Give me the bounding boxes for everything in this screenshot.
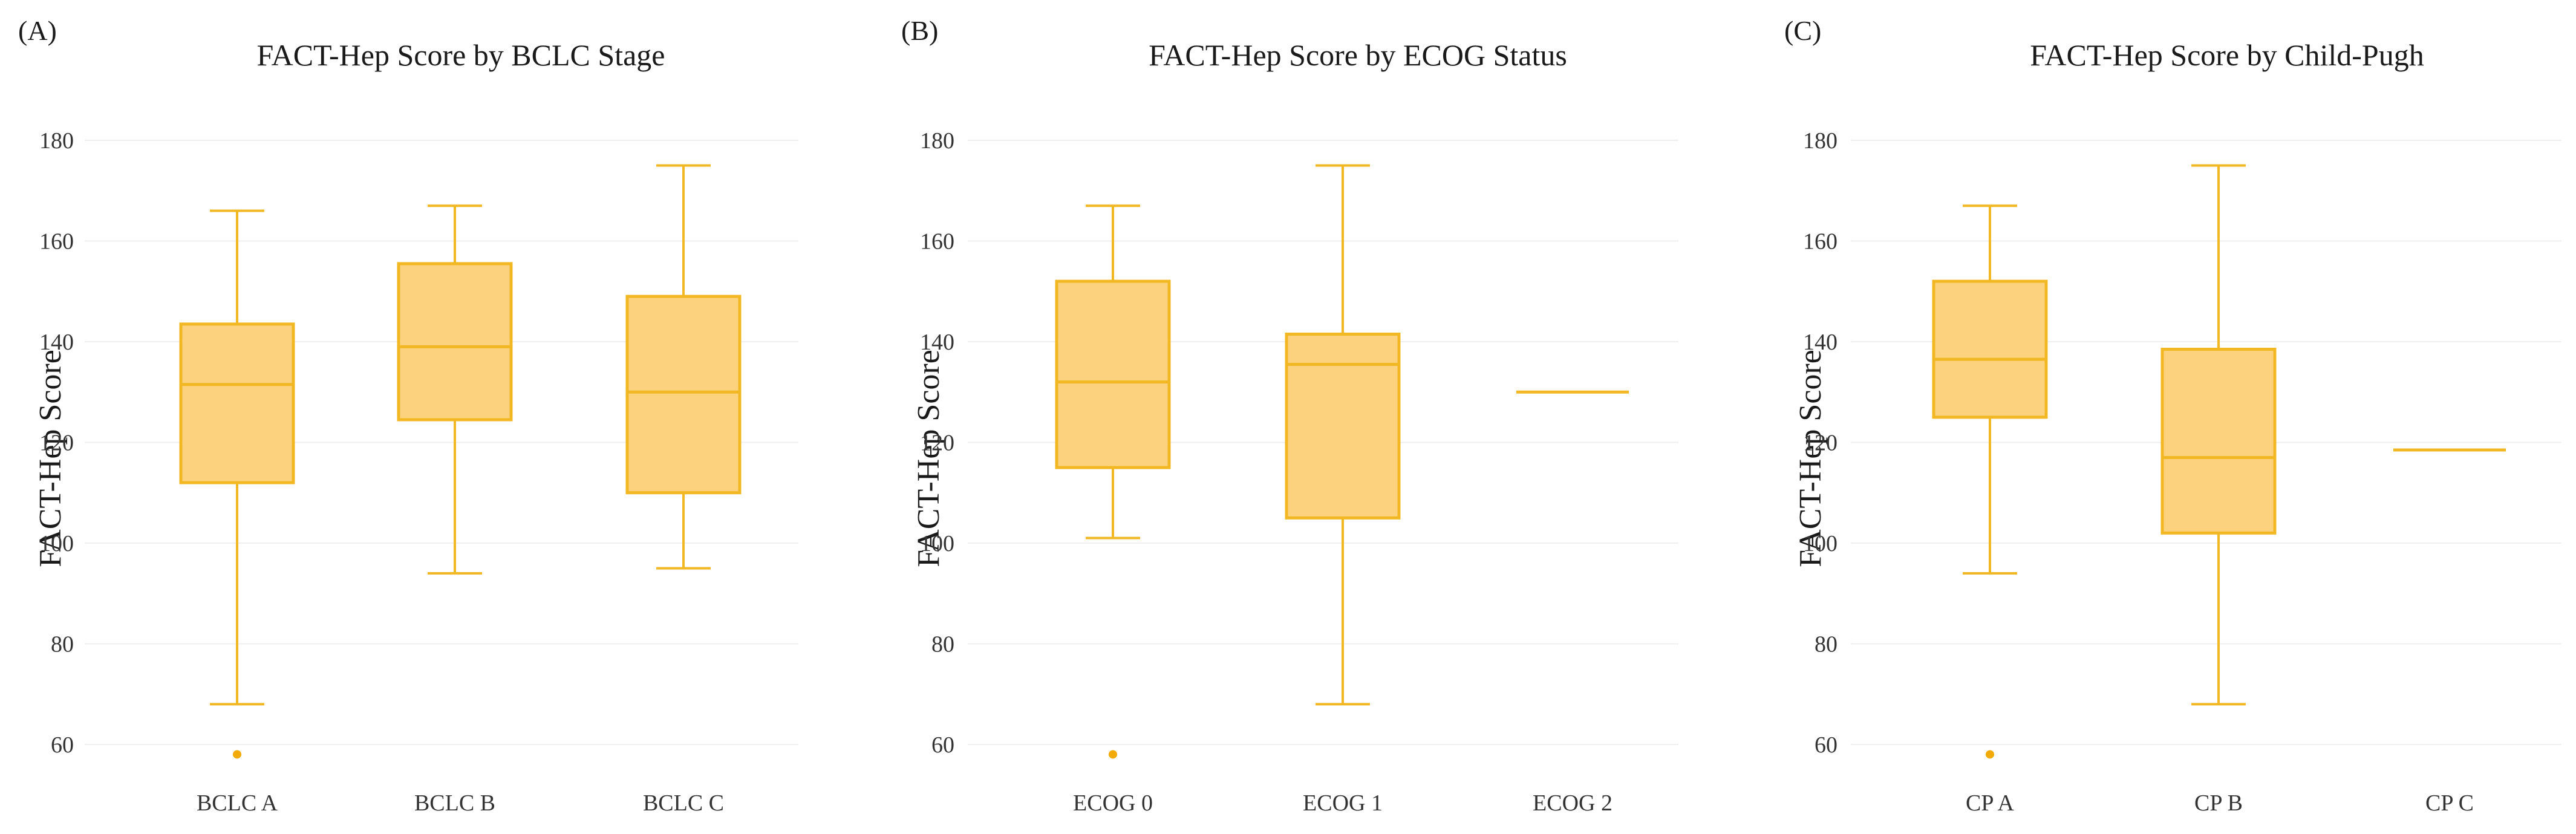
panel-label: (A): [18, 15, 57, 46]
panel-label: (B): [901, 15, 938, 46]
y-tick-label: 80: [51, 632, 74, 657]
chart-title: FACT-Hep Score by Child-Pugh: [2030, 38, 2424, 72]
iqr-box: [1932, 279, 2048, 419]
y-axis-title: FACT-Hep Score: [33, 350, 68, 567]
iqr-box: [1285, 333, 1401, 520]
x-category-label: CP C: [2425, 790, 2474, 816]
y-tick-label: 80: [1815, 632, 1837, 657]
iqr-box: [2160, 347, 2277, 535]
y-tick-label: 160: [920, 229, 954, 255]
panel-a: (A) FACT-Hep Score by BCLC Stage FACT-He…: [18, 15, 798, 816]
y-tick-label: 100: [39, 531, 74, 556]
y-tick-label: 120: [920, 431, 954, 456]
panel-c: (C) FACT-Hep Score by Child-Pugh FACT-He…: [1784, 15, 2561, 816]
y-tick-label: 160: [39, 229, 74, 255]
outlier-point: [233, 750, 241, 759]
y-tick-label: 120: [39, 431, 74, 456]
panel-label: (C): [1784, 15, 1821, 46]
y-tick-label: 180: [920, 128, 954, 154]
box-bclc-b: [397, 204, 513, 575]
iqr-box: [397, 262, 513, 422]
x-category-label: ECOG 2: [1533, 790, 1612, 816]
iqr-box: [1055, 279, 1171, 469]
box-cp-b: [2160, 164, 2277, 706]
panel-b: (B) FACT-Hep Score by ECOG Status FACT-H…: [901, 15, 1678, 816]
outlier-point: [1109, 750, 1117, 759]
x-category-label: BCLC A: [197, 790, 278, 816]
y-axis-title: FACT-Hep Score: [1793, 350, 1828, 567]
plot-area: 60 80 100 120 140 160 180 CP A CP B CP C: [1803, 128, 2561, 816]
box-cp-a: [1932, 204, 2048, 759]
y-tick-label: 80: [931, 632, 954, 657]
box-ecog-0: [1055, 204, 1171, 759]
y-tick-label: 100: [920, 531, 954, 556]
y-tick-label: 60: [931, 732, 954, 758]
plot-area: 60 80 100 120 140 160 180 BCLC A BCLC B BCLC C: [39, 128, 798, 816]
iqr-box: [179, 322, 295, 484]
x-category-label: CP B: [2194, 790, 2243, 816]
x-category-label: BCLC C: [643, 790, 724, 816]
y-tick-label: 140: [1803, 330, 1837, 355]
x-category-label: BCLC B: [414, 790, 495, 816]
chart-title: FACT-Hep Score by ECOG Status: [1149, 38, 1567, 72]
x-category-label: ECOG 1: [1303, 790, 1383, 816]
y-tick-label: 60: [1815, 732, 1837, 758]
y-axis-title: FACT-Hep Score: [911, 350, 946, 567]
chart-title: FACT-Hep Score by BCLC Stage: [257, 38, 665, 72]
x-category-label: CP A: [1966, 790, 2014, 816]
y-tick-label: 100: [1803, 531, 1837, 556]
y-tick-label: 180: [1803, 128, 1837, 154]
y-tick-label: 140: [920, 330, 954, 355]
y-tick-label: 160: [1803, 229, 1837, 255]
y-tick-label: 60: [51, 732, 74, 758]
outlier-point: [1986, 750, 1994, 759]
iqr-box: [625, 295, 742, 495]
plot-area: 60 80 100 120 140 160 180 ECOG 0 ECOG 1 ECOG 2: [920, 128, 1678, 816]
y-tick-label: 180: [39, 128, 74, 154]
box-bclc-c: [625, 164, 742, 570]
box-ecog-1: [1285, 164, 1401, 706]
box-bclc-a: [179, 209, 295, 759]
x-category-label: ECOG 0: [1073, 790, 1153, 816]
y-tick-label: 140: [39, 330, 74, 355]
y-tick-label: 120: [1803, 431, 1837, 456]
